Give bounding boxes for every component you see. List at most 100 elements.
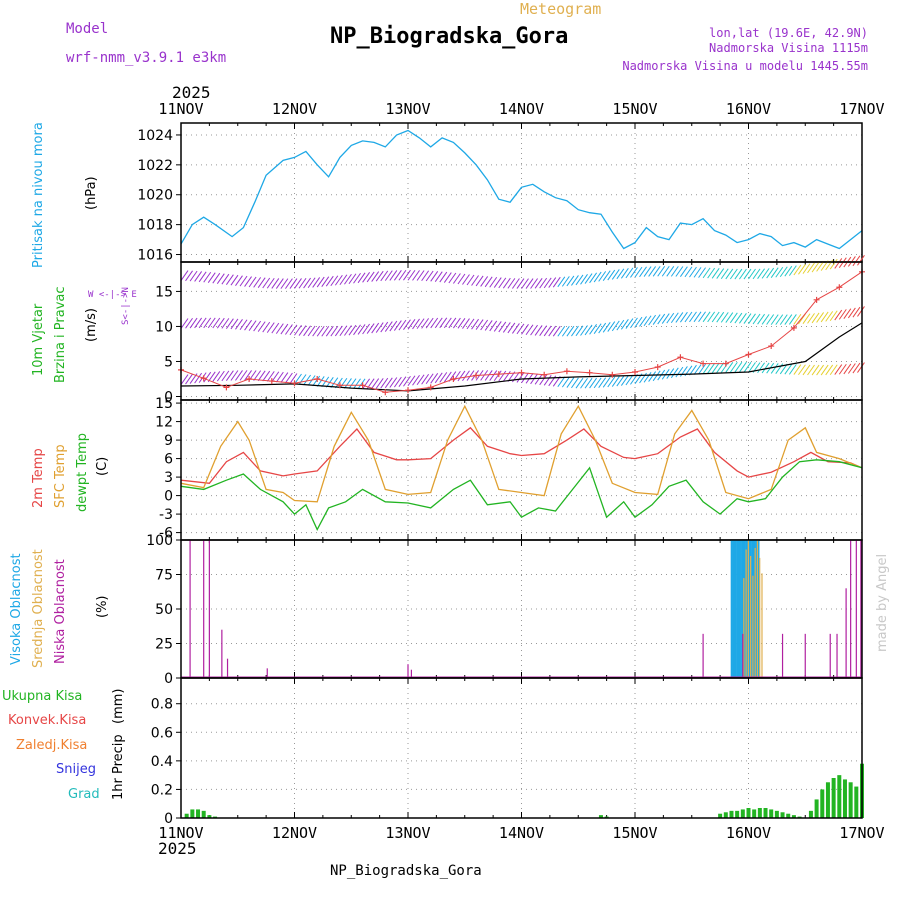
wind-barb — [793, 264, 802, 276]
wind-barb — [457, 273, 466, 285]
wind-barb — [561, 325, 570, 337]
gust-marker — [768, 343, 775, 350]
wind-barb — [752, 313, 761, 325]
wind-barb — [825, 364, 834, 376]
wind-barb — [852, 362, 861, 374]
wind-ylabel2: Brzina i Pravac — [53, 286, 68, 383]
wind-barb — [643, 315, 652, 327]
wind-barb — [180, 270, 189, 281]
wind-barb — [280, 372, 289, 383]
y-tick-label: 1024 — [137, 128, 173, 144]
wind-barb — [693, 267, 702, 278]
wind-barb — [566, 377, 575, 388]
wind-barb — [375, 322, 384, 333]
gust-marker — [268, 378, 275, 385]
wind-barb — [580, 274, 588, 285]
wind-barb — [289, 324, 298, 336]
y-tick-label: 0.8 — [151, 697, 173, 713]
wind-barb — [489, 370, 498, 381]
precip-bar — [837, 775, 842, 818]
wind-barb — [857, 306, 865, 317]
wind-barb — [312, 277, 321, 288]
wind-barb — [643, 266, 652, 277]
precip-legend-total: Ukupna Kisa — [2, 689, 82, 704]
wind-barb — [266, 277, 275, 289]
wind-barb — [625, 374, 634, 386]
wind-barb — [820, 364, 829, 376]
gust-marker — [427, 384, 434, 391]
precip-bar — [774, 810, 779, 818]
wind-barb — [207, 272, 216, 283]
wind-barb — [225, 370, 234, 381]
wind-barb — [788, 314, 797, 325]
x-tick-label-top: 11NOV — [158, 100, 203, 118]
series-line-pressure — [180, 129, 863, 250]
gust-marker — [382, 389, 389, 396]
wind-barb — [353, 324, 361, 336]
wind-barb — [407, 269, 416, 281]
gust-marker — [405, 387, 411, 394]
wind-barb — [244, 370, 252, 381]
wind-barb — [493, 321, 502, 332]
wind-barb — [294, 278, 302, 289]
wind-barb — [698, 363, 706, 375]
wind-barb — [357, 378, 366, 390]
wind-barb — [707, 363, 716, 374]
wind-barb — [607, 376, 616, 388]
wind-barb — [253, 320, 262, 332]
wind-barb — [589, 324, 598, 335]
wind-barb — [412, 374, 420, 386]
wind-barb — [316, 325, 325, 337]
wind-barb — [303, 374, 311, 386]
wind-barb — [648, 314, 657, 326]
wind-barb — [489, 276, 498, 288]
wind-barb — [770, 314, 779, 325]
plot-layer: 11NOV 11NOV 12NOV 12NOV 13NOV 13NOV 14NOV 14NOV… — [137, 100, 884, 842]
wind-barb — [711, 362, 720, 374]
wind-barb — [543, 277, 552, 289]
wind-barb — [185, 317, 193, 329]
wind-barb — [611, 320, 620, 332]
wind-barb — [716, 311, 725, 323]
precip-bar — [718, 813, 723, 818]
precip-bar — [791, 815, 796, 818]
wind-barb — [289, 373, 298, 384]
gust-marker — [609, 371, 616, 378]
wind-barb — [625, 318, 634, 329]
wind-barb — [384, 377, 393, 389]
wind-barb — [230, 274, 239, 286]
wind-barb — [611, 376, 620, 387]
gust-marker — [632, 368, 638, 375]
wind-barb — [271, 371, 280, 383]
wind-barb — [180, 374, 189, 385]
y-tick-label: 15 — [155, 396, 173, 412]
wind-barb — [543, 325, 552, 337]
wind-barb — [557, 325, 566, 337]
wind-barb — [557, 276, 566, 288]
y-tick-label: 1020 — [137, 188, 173, 204]
y-tick-label: 25 — [155, 637, 173, 653]
wind-barb — [598, 271, 607, 282]
wind-barb — [389, 270, 398, 281]
wind-barb — [607, 269, 616, 281]
wind-barb — [271, 322, 280, 334]
wind-barb — [575, 325, 584, 337]
wind-barb — [516, 278, 525, 289]
wind-barb — [180, 318, 189, 329]
wind-barb — [716, 362, 725, 373]
wind-barb — [530, 324, 538, 336]
wind-barb — [557, 376, 566, 388]
cloud-units: (%) — [95, 596, 110, 619]
pressure-units: (hPa) — [84, 176, 99, 210]
wind-barb — [811, 364, 820, 376]
wind-barb — [611, 269, 620, 280]
wind-barb — [457, 370, 466, 382]
wind-barb — [235, 319, 243, 330]
wind-barb — [207, 317, 216, 329]
footer-station: NP_Biogradska_Gora — [330, 863, 482, 879]
wind-barb — [289, 278, 298, 289]
wind-barb — [412, 270, 420, 281]
wind-barb — [225, 318, 234, 329]
wind-barb — [334, 325, 343, 337]
wind-barb — [484, 370, 493, 381]
